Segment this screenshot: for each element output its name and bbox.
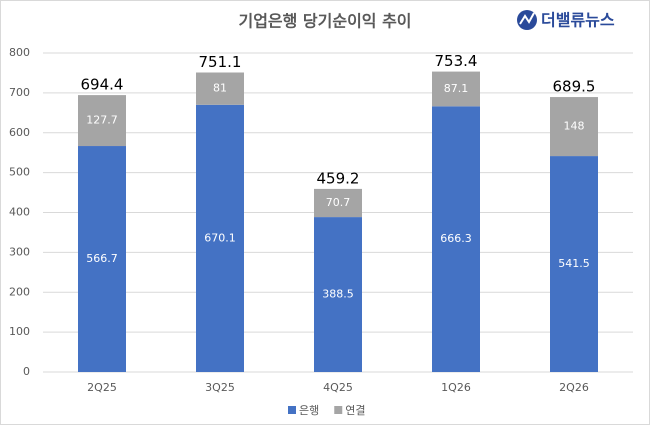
bar-segment (78, 146, 126, 372)
legend-label: 은행 (299, 404, 319, 417)
total-label: 751.1 (199, 53, 242, 71)
total-label: 689.5 (553, 78, 596, 96)
data-label: 541.5 (558, 257, 590, 270)
data-label: 127.7 (86, 114, 118, 127)
bar-segment (432, 106, 480, 373)
x-tick-label: 2Q25 (87, 381, 117, 394)
bar-segment (550, 97, 598, 157)
x-tick-label: 4Q25 (323, 381, 353, 394)
bar-segment (314, 188, 362, 218)
bar-segment (78, 95, 126, 147)
y-tick-label: 400 (9, 206, 30, 219)
y-tick-label: 800 (9, 46, 30, 59)
data-label: 87.1 (444, 82, 469, 95)
logo-text: 더밸류뉴스 (541, 11, 615, 30)
x-tick-label: 3Q25 (205, 381, 235, 394)
legend-swatch (334, 406, 343, 414)
chart-title: 기업은행 당기순이익 추이 (238, 12, 411, 31)
data-label: 670.1 (204, 231, 236, 244)
logo-mark (519, 12, 535, 25)
total-label: 753.4 (435, 52, 478, 70)
y-tick-label: 500 (9, 166, 30, 179)
x-tick-label: 2Q26 (559, 381, 589, 394)
y-tick-label: 100 (9, 325, 30, 338)
bar-segment (432, 71, 480, 107)
y-tick-label: 600 (9, 126, 30, 139)
data-label: 81 (213, 82, 227, 95)
x-tick-label: 1Q26 (441, 381, 471, 394)
bar-segment (550, 156, 598, 372)
bar-segment (196, 104, 244, 373)
bar-segment (314, 217, 362, 372)
y-tick-label: 0 (23, 365, 30, 378)
legend-label: 연결 (345, 404, 365, 417)
data-label: 70.7 (326, 196, 351, 209)
bar-segment (196, 72, 244, 105)
logo: 더밸류뉴스 (517, 10, 615, 30)
y-tick-label: 700 (9, 86, 30, 99)
data-label: 388.5 (322, 288, 354, 301)
data-label: 148 (564, 120, 585, 133)
total-label: 459.2 (317, 169, 360, 187)
legend-swatch (288, 406, 296, 414)
data-label: 666.3 (440, 232, 472, 245)
data-label: 566.7 (86, 252, 118, 265)
y-tick-label: 300 (9, 245, 30, 258)
total-label: 694.4 (81, 76, 124, 94)
y-tick-label: 200 (9, 285, 30, 298)
